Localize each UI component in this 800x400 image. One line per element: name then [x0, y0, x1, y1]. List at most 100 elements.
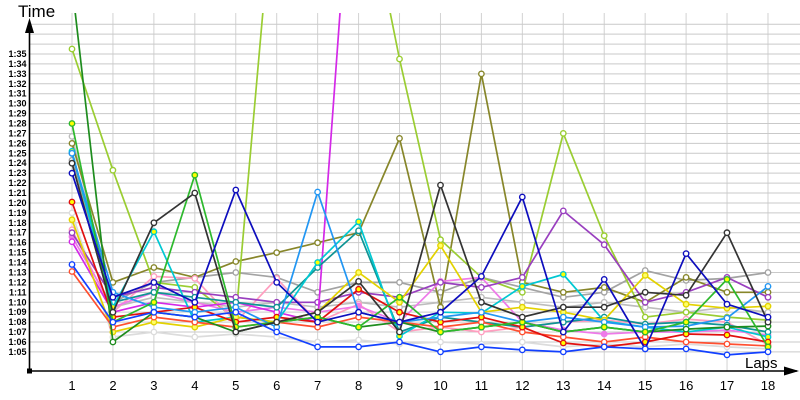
series-line-blue [71, 264, 769, 356]
y-tick-label: 1:26 [8, 138, 26, 148]
y-tick-label: 1:06 [8, 337, 26, 347]
axis-origin-marker [27, 368, 32, 374]
data-point [559, 303, 567, 311]
data-point [559, 328, 567, 336]
data-point [682, 318, 690, 326]
data-point [477, 343, 485, 351]
y-tick-label: 1:08 [8, 317, 26, 327]
data-point [764, 282, 772, 290]
data-point [68, 261, 76, 268]
data-point [518, 303, 526, 311]
data-point [150, 219, 158, 227]
data-point [559, 270, 567, 278]
data-point [191, 189, 199, 197]
data-point [314, 188, 321, 196]
y-tick-label: 1:13 [8, 267, 26, 277]
data-point [396, 338, 403, 346]
series-blue [68, 261, 772, 359]
y-tick-label: 1:25 [8, 148, 26, 158]
y-tick-label: 1:20 [8, 198, 26, 208]
data-point [723, 323, 731, 331]
data-point [191, 313, 199, 321]
data-point [355, 277, 362, 285]
data-point [68, 216, 76, 224]
x-tick-label: 11 [475, 378, 489, 393]
y-tick-label: 1:16 [8, 238, 26, 248]
data-point [232, 269, 240, 276]
x-tick-label: 13 [556, 378, 570, 393]
data-point [518, 193, 526, 201]
data-point [68, 268, 76, 275]
data-point [641, 313, 649, 321]
y-tick-label: 1:19 [8, 208, 26, 218]
data-point [600, 343, 608, 351]
series-line-navy [71, 172, 769, 351]
series-green [68, 120, 772, 351]
x-tick-label: 16 [679, 378, 693, 393]
data-point [723, 300, 731, 308]
data-point [396, 308, 403, 316]
y-tick-label: 1:30 [8, 99, 26, 109]
x-tick-label: 18 [761, 378, 775, 393]
y-tick-label: 1:29 [8, 109, 26, 119]
data-point [641, 345, 649, 353]
x-tick-label: 3 [150, 378, 157, 393]
data-point [600, 330, 608, 338]
y-tick-label: 1:34 [8, 59, 26, 69]
y-tick-label: 1:05 [8, 347, 26, 357]
data-point [437, 278, 444, 286]
x-tick-labels: 1 2 3 4 5 6 7 8 9 10 11 12 13 14 15 16 17 18 [68, 378, 775, 393]
data-point [600, 232, 608, 240]
data-point [682, 345, 690, 353]
data-point [641, 298, 649, 306]
data-point [355, 336, 362, 344]
series-line-green [71, 123, 769, 348]
data-point [477, 272, 485, 280]
series-line-black [71, 162, 769, 334]
y-tick-label: 1:12 [8, 277, 26, 287]
data-point [314, 318, 321, 326]
data-point [150, 264, 158, 271]
data-point [396, 278, 403, 286]
y-tick-label: 1:31 [8, 89, 26, 99]
data-point [437, 348, 444, 356]
data-point [273, 318, 281, 326]
data-point [559, 207, 567, 215]
data-point [723, 229, 731, 237]
series-orange-red [68, 268, 772, 350]
series-group [68, 13, 772, 359]
data-point [109, 338, 117, 346]
data-point [764, 313, 772, 321]
series-line-sky-blue [71, 153, 769, 329]
x-tick-label: 17 [720, 378, 734, 393]
data-point [232, 308, 240, 316]
series-line-yellow [71, 219, 769, 334]
y-tick-label: 1:07 [8, 327, 26, 337]
data-point [355, 269, 362, 276]
y-tick-label: 1:09 [8, 307, 26, 317]
data-point [396, 318, 403, 326]
data-point [682, 338, 690, 346]
data-point [723, 351, 731, 359]
y-tick-labels: 1:051:061:071:081:091:101:111:121:131:14… [8, 49, 26, 357]
x-tick-label: 8 [355, 378, 362, 393]
data-point [396, 293, 403, 301]
data-point [437, 338, 444, 346]
data-point [232, 328, 240, 336]
data-point [559, 339, 567, 347]
data-point [355, 285, 362, 293]
y-tick-label: 1:17 [8, 228, 26, 238]
series-line-purple [71, 209, 769, 304]
data-point [682, 250, 690, 258]
data-point [477, 70, 485, 78]
axes [25, 18, 799, 376]
data-point [150, 228, 158, 236]
data-point [682, 273, 690, 281]
data-point [109, 293, 117, 301]
data-point [518, 282, 526, 290]
data-point [518, 273, 526, 281]
data-point [641, 288, 649, 296]
y-tick-label: 1:22 [8, 178, 26, 188]
